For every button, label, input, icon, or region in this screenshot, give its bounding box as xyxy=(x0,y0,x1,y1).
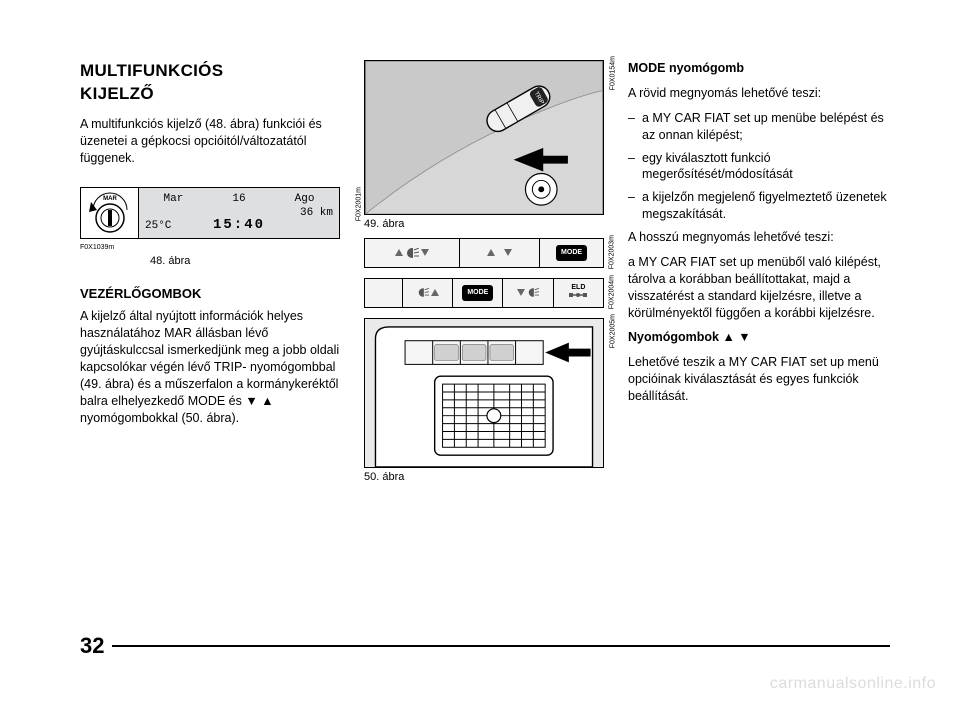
page-number: 32 xyxy=(80,633,112,659)
short-press-list: a MY CAR FIAT set up menübe belépést és … xyxy=(628,110,890,223)
figure-50 xyxy=(364,318,604,468)
figure-49-caption: 49. ábra xyxy=(364,217,604,232)
display-day-label: Mar xyxy=(164,192,184,207)
list-item: a MY CAR FIAT set up menübe belépést és … xyxy=(628,110,890,144)
list-item: egy kiválasztott funkció megerősítését/m… xyxy=(628,150,890,184)
footer-rule xyxy=(112,645,890,648)
display-temperature: 25°C xyxy=(145,219,171,234)
display-odometer: 36 km xyxy=(300,206,333,221)
title-line-1: MULTIFUNKCIÓS xyxy=(80,61,223,80)
figure-48: F0X2001m MAR Mar 16 xyxy=(80,187,340,269)
up-down-cell xyxy=(460,239,540,267)
display-day-num: 16 xyxy=(232,192,245,207)
figure-48-caption: 48. ábra xyxy=(80,254,340,269)
triangle-down-icon xyxy=(504,249,512,256)
headlamp-icon xyxy=(417,288,429,297)
figure-50-code: F0X2005m xyxy=(608,314,617,348)
figure-49-wrap: F0X0154m TRIP xyxy=(364,60,604,232)
figure-50-wrap: F0X2005m xyxy=(364,318,604,485)
mode-cell-2: MODE xyxy=(453,279,503,307)
figure-49-code: F0X0154m xyxy=(608,56,617,90)
mode-cell: MODE xyxy=(540,239,603,267)
headlamp-icon xyxy=(405,248,419,258)
eld-label: ELD xyxy=(571,284,585,291)
controls-heading: VEZÉRLŐGOMBOK xyxy=(80,285,340,303)
triangle-up-icon xyxy=(487,249,495,256)
figure-48-code-left: F0X1039m xyxy=(80,243,340,252)
display-month: Ago xyxy=(295,192,315,207)
arrows-heading: Nyomógombok ▲ ▼ xyxy=(628,330,751,344)
strip-2-code: F0X2004m xyxy=(607,275,616,309)
headlamp-down-cell xyxy=(503,279,553,307)
page-footer: 32 xyxy=(80,633,890,659)
long-press-intro: A hosszú megnyomás lehetővé teszi: xyxy=(628,229,890,246)
figure-50-caption: 50. ábra xyxy=(364,470,604,485)
ignition-dial-icon: MAR xyxy=(81,188,139,238)
axle-icon xyxy=(569,291,587,299)
display-time: 15:40 xyxy=(213,216,265,235)
headlamp-icon xyxy=(527,288,539,297)
title-line-2: KIJELZŐ xyxy=(80,84,154,103)
column-middle: F0X0154m TRIP xyxy=(364,60,604,491)
column-left: MULTIFUNKCIÓS KIJELZŐ A multifunkciós ki… xyxy=(80,60,340,491)
headlamp-up-cell xyxy=(403,279,453,307)
arrows-body: Lehetővé teszik a MY CAR FIAT set up men… xyxy=(628,354,890,405)
triangle-up-icon xyxy=(395,249,403,256)
column-right: MODE nyomógomb A rövid megnyomás lehetőv… xyxy=(628,60,890,491)
display-screen: Mar 16 Ago 36 km 25°C 15:40 xyxy=(139,188,339,238)
figure-48-code-right: F0X2001m xyxy=(354,187,363,221)
button-strip-1: F0X2003m MODE xyxy=(364,238,604,268)
triangle-down-icon xyxy=(517,289,525,296)
mode-button-label: MODE xyxy=(556,245,587,260)
watermark: carmanualsonline.info xyxy=(770,675,936,693)
svg-text:MAR: MAR xyxy=(103,196,117,202)
short-press-intro: A rövid megnyomás lehetővé teszi: xyxy=(628,85,890,102)
blank-cell xyxy=(365,279,403,307)
button-strip-2: F0X2004m MODE ELD xyxy=(364,278,604,308)
triangle-down-icon xyxy=(421,249,429,256)
mode-button-label: MODE xyxy=(462,285,493,300)
list-item: a kijelzőn megjelenő figyelmeztető üzene… xyxy=(628,189,890,223)
long-press-body: a MY CAR FIAT set up menüből való kilépé… xyxy=(628,254,890,322)
mode-heading: MODE nyomógomb xyxy=(628,61,744,75)
strip-1-code: F0X2003m xyxy=(607,235,616,269)
triangle-up-icon xyxy=(431,289,439,296)
eld-cell: ELD xyxy=(554,279,603,307)
intro-paragraph: A multifunkciós kijelző (48. ábra) funkc… xyxy=(80,116,340,167)
controls-body: A kijelző által nyújtott információk hel… xyxy=(80,308,340,426)
figure-49: TRIP xyxy=(364,60,604,215)
page-title: MULTIFUNKCIÓS KIJELZŐ xyxy=(80,60,340,106)
eld-button: ELD xyxy=(569,284,587,301)
headlamp-adjust-cell xyxy=(365,239,460,267)
